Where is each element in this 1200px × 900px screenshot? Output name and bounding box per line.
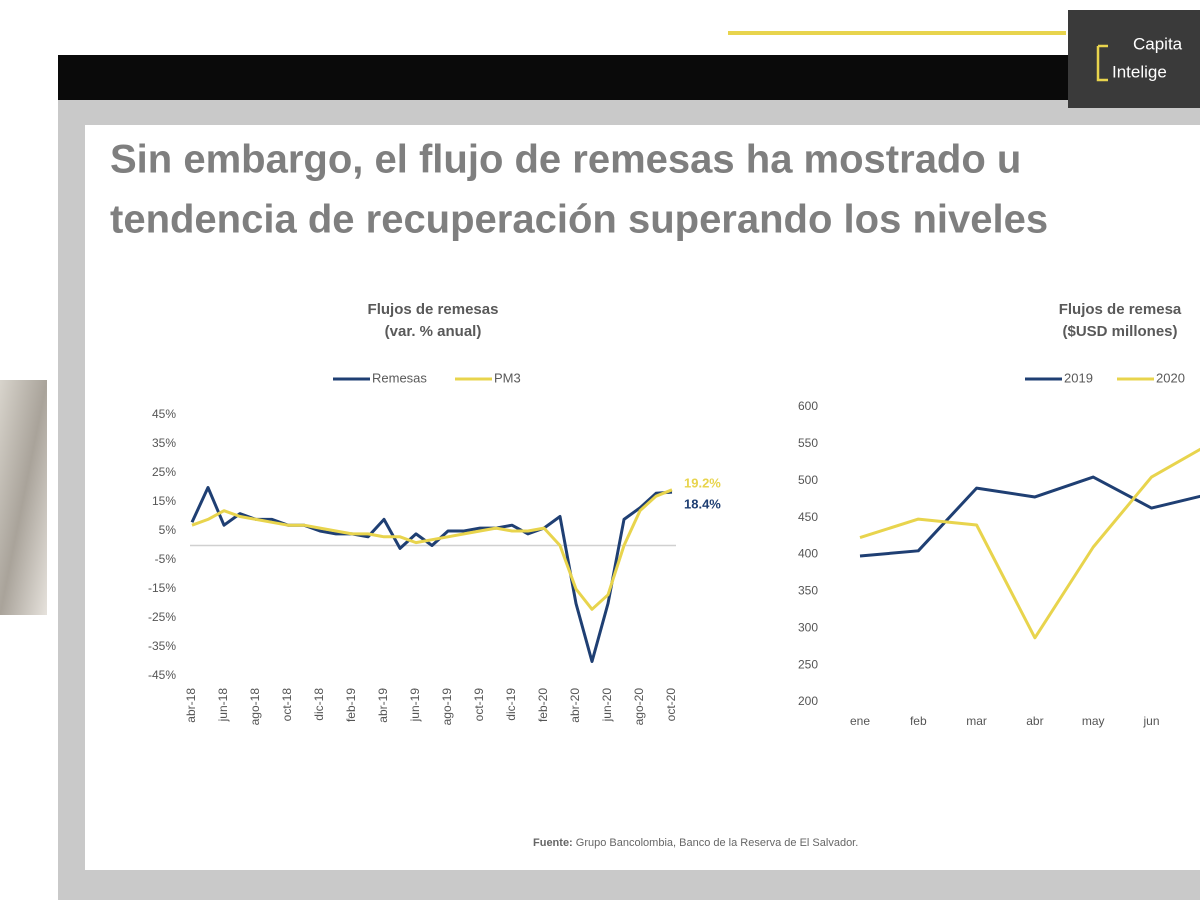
slide-header-bar (58, 55, 1200, 101)
x-tick-label: ago-18 (248, 688, 262, 726)
series-line (859, 475, 1200, 558)
y-tick-label: 5% (159, 523, 177, 537)
y-tick-label: -25% (148, 610, 176, 624)
legend-label: Remesas (372, 370, 427, 385)
y-tick-label: -45% (148, 668, 176, 682)
logo-box (1068, 10, 1200, 108)
logo-mark (1096, 44, 1108, 82)
x-tick-label: dic-19 (504, 688, 518, 721)
y-tick-label: 15% (152, 494, 176, 508)
x-tick-label: abr (1026, 714, 1043, 728)
x-tick-label: mar (966, 714, 987, 728)
x-tick-label: feb-20 (536, 688, 550, 722)
y-tick-label: 500 (798, 473, 818, 487)
legend-label: PM3 (494, 370, 521, 385)
y-tick-label: 400 (798, 547, 818, 561)
logo-text: Capita (1133, 34, 1183, 53)
y-tick-label: -15% (148, 581, 176, 595)
x-tick-label: abr-18 (184, 688, 198, 723)
slide-title: tendencia de recuperación superando los … (110, 198, 1048, 242)
chart-title: ($USD millones) (1062, 323, 1177, 340)
series-line (859, 447, 1200, 640)
x-tick-label: jun-19 (408, 688, 422, 723)
y-tick-label: 45% (152, 407, 176, 421)
y-tick-label: 350 (798, 584, 818, 598)
x-tick-label: ago-19 (440, 688, 454, 726)
logo-text: Intelige (1112, 62, 1167, 81)
y-tick-label: 450 (798, 510, 818, 524)
webcam-thumbnail (0, 380, 47, 615)
y-tick-label: 600 (798, 399, 818, 413)
y-tick-label: -5% (155, 552, 177, 566)
x-tick-label: abr-19 (376, 688, 390, 723)
x-tick-label: may (1082, 714, 1105, 728)
series-line (190, 486, 673, 663)
y-tick-label: 250 (798, 657, 818, 671)
chart-title: Flujos de remesa (1059, 301, 1182, 318)
x-tick-label: ene (850, 714, 870, 728)
x-tick-label: dic-18 (312, 688, 326, 721)
data-label: 19.2% (684, 475, 721, 490)
y-tick-label: -35% (148, 639, 176, 653)
x-tick-label: oct-20 (664, 688, 678, 722)
x-tick-label: jun-20 (600, 688, 614, 723)
source: Fuente: Grupo Bancolombia, Banco de la R… (533, 837, 858, 849)
x-tick-label: jun-18 (216, 688, 230, 723)
y-tick-label: 35% (152, 436, 176, 450)
x-tick-label: jun (1142, 714, 1159, 728)
x-tick-label: ago-20 (632, 688, 646, 726)
x-tick-label: abr-20 (568, 688, 582, 723)
legend-label: 2020 (1156, 370, 1185, 385)
chart-title: (var. % anual) (385, 323, 482, 340)
y-tick-label: 550 (798, 436, 818, 450)
legend-label: 2019 (1064, 370, 1093, 385)
y-tick-label: 25% (152, 465, 176, 479)
slide-title: Sin embargo, el flujo de remesas ha most… (110, 138, 1021, 182)
series-line (191, 488, 673, 611)
data-label: 18.4% (684, 497, 721, 512)
chart-title: Flujos de remesas (368, 301, 499, 318)
source-label: Fuente: (533, 837, 573, 849)
y-tick-label: 300 (798, 620, 818, 634)
x-tick-label: oct-19 (472, 688, 486, 722)
slide-panel (85, 125, 1200, 870)
source-text: Grupo Bancolombia, Banco de la Reserva d… (576, 837, 859, 849)
y-tick-label: 200 (798, 694, 818, 708)
x-tick-label: feb-19 (344, 688, 358, 722)
x-tick-label: feb (910, 714, 927, 728)
x-tick-label: oct-18 (280, 688, 294, 722)
